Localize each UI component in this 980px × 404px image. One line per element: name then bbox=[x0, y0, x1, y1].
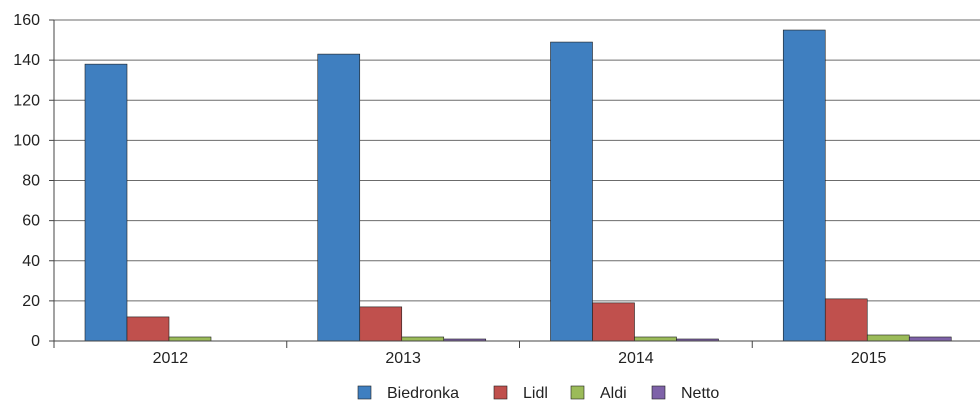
y-tick-label: 120 bbox=[13, 92, 40, 109]
legend-item-aldi: Aldi bbox=[570, 385, 627, 402]
x-axis-ticks: 2012 2013 2014 2015 bbox=[153, 350, 887, 367]
bar-biedronka-2014 bbox=[550, 41, 593, 342]
y-tick-label: 140 bbox=[13, 52, 40, 69]
legend-swatch bbox=[651, 385, 666, 400]
y-tick-label: 20 bbox=[22, 293, 40, 310]
bar-lidl-2015 bbox=[824, 298, 868, 342]
y-tick-label: 100 bbox=[13, 132, 40, 149]
legend-item-lidl: Lidl bbox=[493, 385, 548, 402]
y-tick-label: 0 bbox=[31, 333, 40, 350]
legend-swatch bbox=[493, 385, 508, 400]
bar-aldi-2014 bbox=[634, 336, 677, 342]
bar-biedronka-2015 bbox=[782, 29, 826, 342]
bar-lidl-2013 bbox=[359, 306, 403, 342]
bar-aldi-2015 bbox=[866, 334, 910, 342]
legend: Biedronka Lidl Aldi Netto bbox=[357, 385, 719, 402]
bar-netto-2015 bbox=[908, 336, 952, 342]
bar-aldi-2012 bbox=[168, 336, 212, 342]
legend-swatch bbox=[357, 385, 372, 400]
y-tick-label: 60 bbox=[22, 213, 40, 230]
x-tick-label: 2014 bbox=[618, 350, 654, 367]
legend-swatch bbox=[570, 385, 585, 400]
x-tick-label: 2015 bbox=[851, 350, 887, 367]
bar-aldi-2013 bbox=[401, 336, 445, 342]
bar-lidl-2014 bbox=[592, 302, 635, 342]
bar-biedronka-2012 bbox=[84, 63, 128, 342]
legend-item-biedronka: Biedronka bbox=[357, 385, 459, 402]
legend-item-netto: Netto bbox=[651, 385, 719, 402]
bar-biedronka-2013 bbox=[317, 53, 361, 342]
y-tick-label: 160 bbox=[13, 12, 40, 29]
x-tick-label: 2012 bbox=[153, 350, 189, 367]
y-tick-label: 40 bbox=[22, 253, 40, 270]
legend-label: Aldi bbox=[600, 385, 627, 402]
axes bbox=[53, 20, 980, 348]
y-tick-label: 80 bbox=[22, 173, 40, 190]
bars bbox=[84, 29, 952, 342]
x-tick-label: 2013 bbox=[385, 350, 421, 367]
bar-lidl-2012 bbox=[126, 316, 170, 342]
legend-label: Lidl bbox=[523, 385, 548, 402]
legend-label: Biedronka bbox=[387, 385, 459, 402]
grid-lines bbox=[49, 19, 980, 342]
y-axis-ticks: 0 20 40 60 80 100 120 140 160 bbox=[13, 12, 40, 350]
legend-label: Netto bbox=[681, 385, 719, 402]
